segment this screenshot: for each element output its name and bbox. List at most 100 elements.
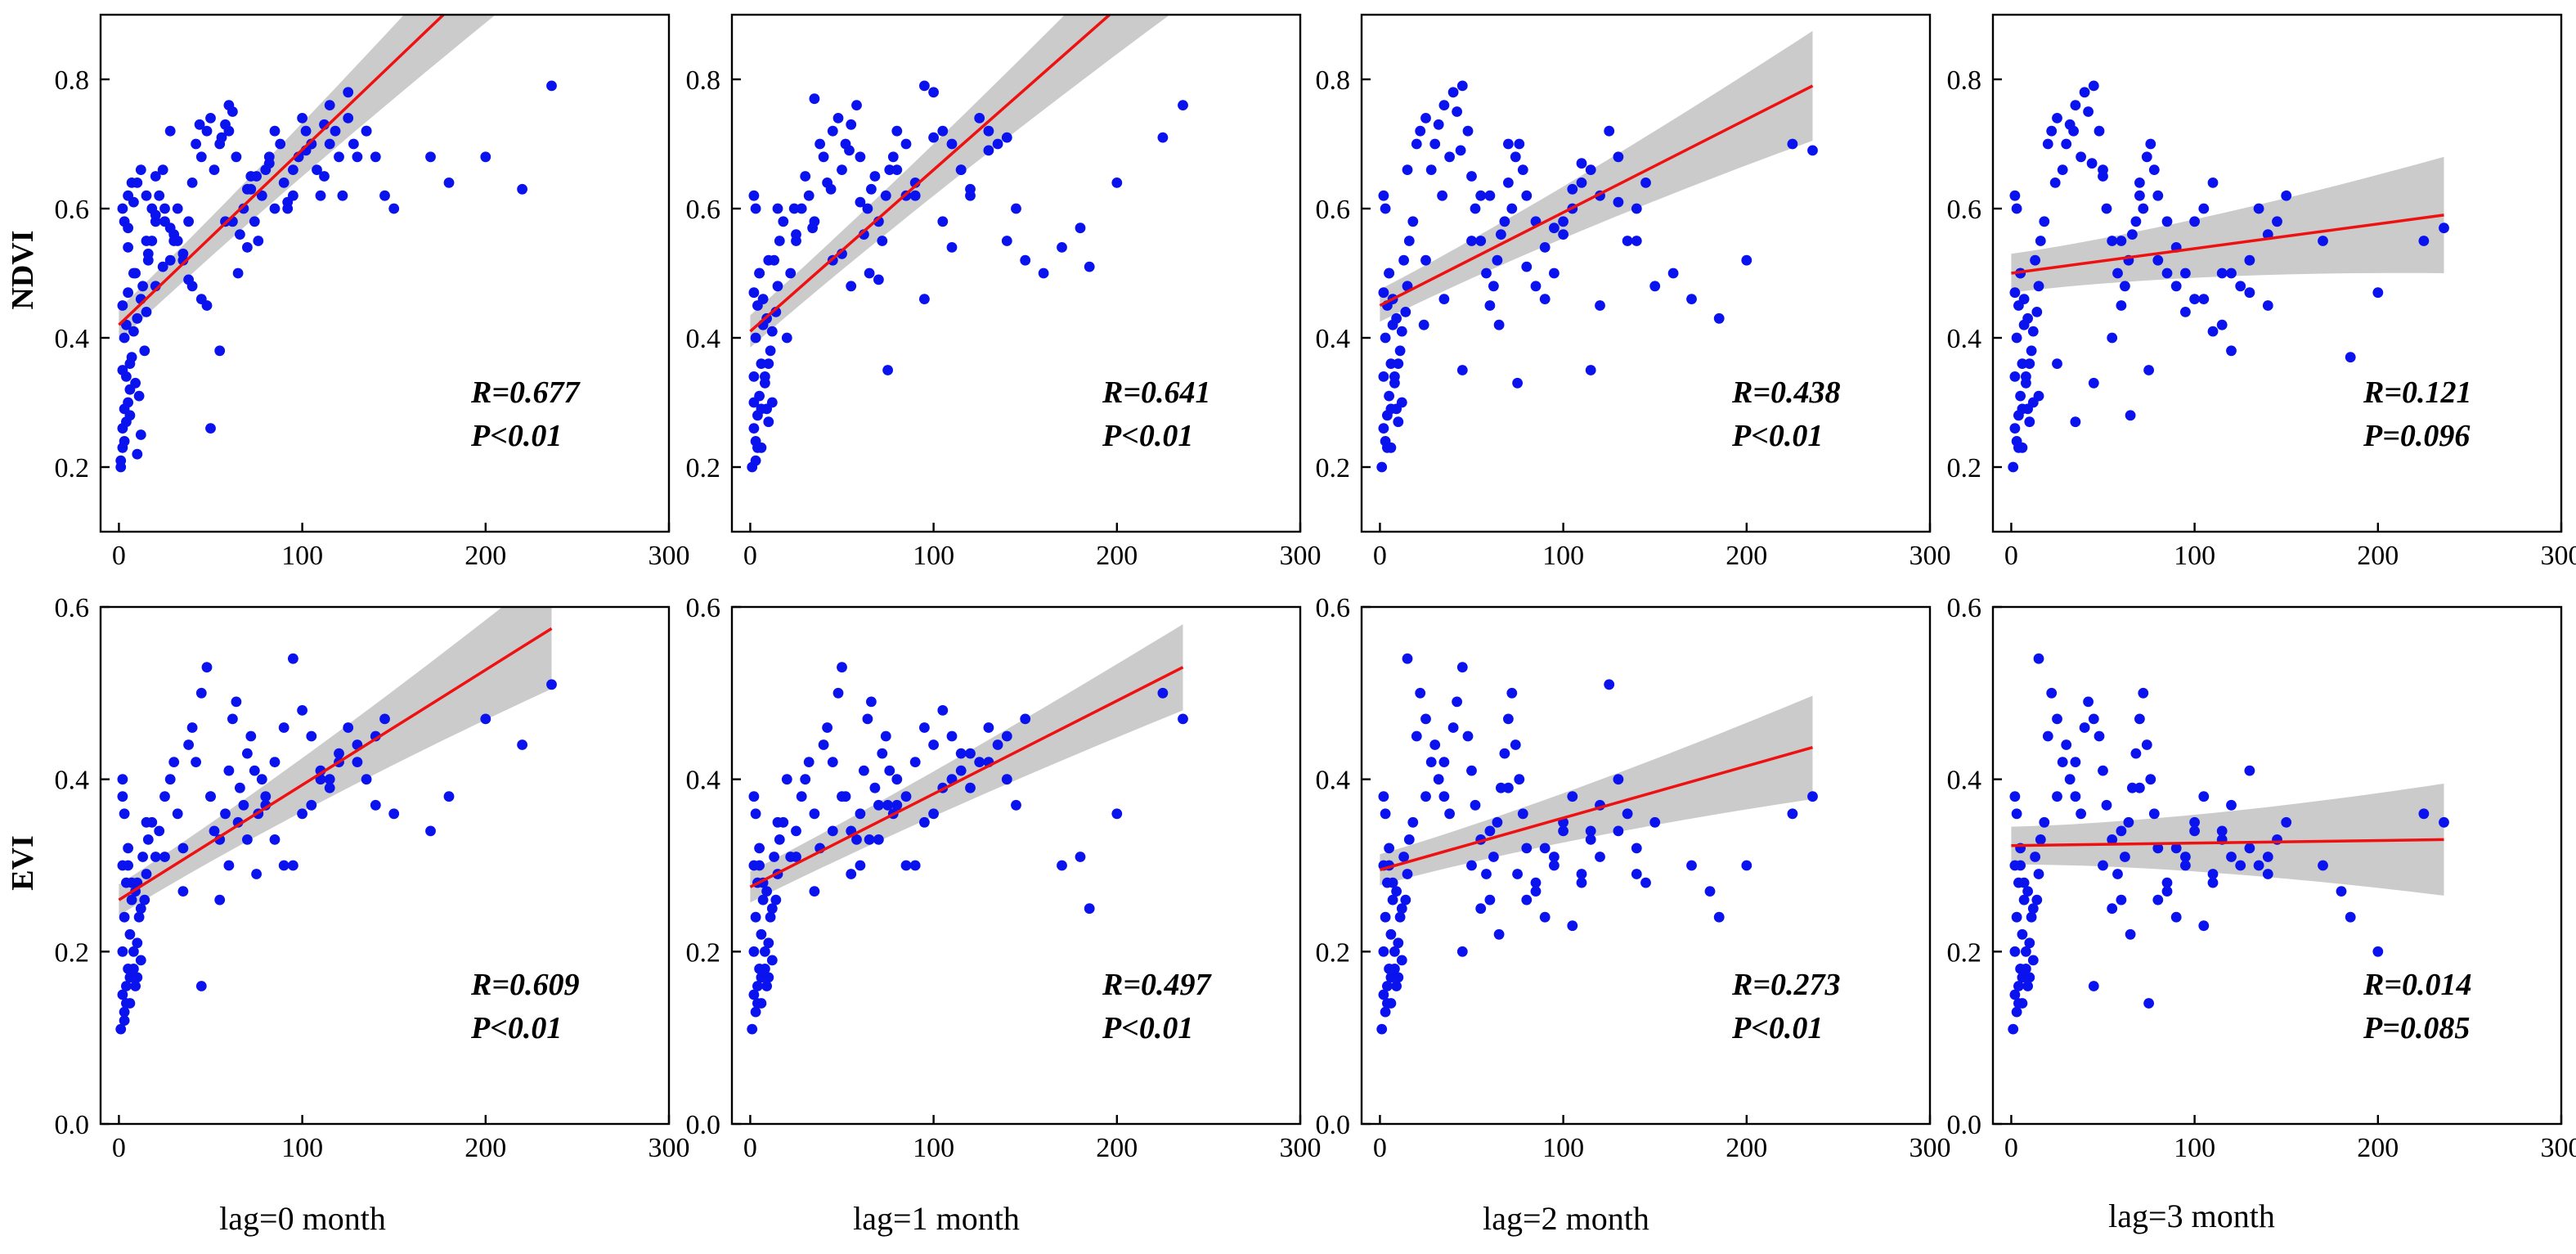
data-point bbox=[1389, 964, 1400, 974]
x-tick-label: 200 bbox=[1096, 541, 1138, 571]
y-tick-label: 0.2 bbox=[1316, 937, 1351, 968]
data-point bbox=[269, 834, 280, 845]
data-point bbox=[1111, 178, 1123, 188]
data-point bbox=[2116, 236, 2127, 246]
data-point bbox=[2207, 178, 2219, 188]
data-point bbox=[818, 739, 829, 750]
y-tick-label: 0.6 bbox=[1316, 195, 1351, 225]
data-point bbox=[1376, 1023, 1388, 1035]
data-point bbox=[2009, 946, 2021, 957]
data-point bbox=[1402, 164, 1413, 176]
data-point bbox=[1539, 294, 1551, 304]
data-point bbox=[1549, 860, 1560, 871]
data-point bbox=[1011, 799, 1021, 811]
data-point bbox=[2057, 757, 2068, 767]
data-point bbox=[765, 345, 776, 357]
data-point bbox=[1484, 300, 1496, 311]
data-point bbox=[1640, 877, 1651, 888]
data-point bbox=[2076, 808, 2087, 820]
data-point bbox=[130, 267, 141, 279]
data-point bbox=[2033, 653, 2044, 664]
data-point bbox=[2046, 687, 2058, 699]
data-point bbox=[183, 216, 195, 227]
data-point bbox=[2272, 216, 2282, 227]
data-point bbox=[2079, 87, 2090, 98]
data-point bbox=[517, 183, 527, 195]
data-point bbox=[756, 358, 767, 369]
data-point bbox=[135, 903, 146, 915]
data-point bbox=[1393, 972, 1404, 983]
data-point bbox=[1613, 774, 1624, 785]
data-point bbox=[937, 216, 949, 227]
data-point bbox=[880, 190, 891, 201]
data-point bbox=[123, 242, 134, 253]
data-point bbox=[1438, 100, 1450, 110]
data-point bbox=[319, 171, 330, 182]
regression-line bbox=[2011, 213, 2444, 275]
y-tick-label: 0.0 bbox=[55, 1110, 90, 1140]
panel-grid: 0 100 200 300 0.2 0.4 0.6 0.8 R=0.677 P<0.01 0 100 2… bbox=[55, 13, 2576, 1163]
data-point bbox=[132, 937, 143, 949]
x-tick-label: 300 bbox=[1280, 541, 1322, 571]
data-point bbox=[1157, 132, 1169, 143]
data-point bbox=[2116, 300, 2127, 311]
data-point bbox=[748, 791, 760, 802]
data-point bbox=[763, 358, 774, 369]
data-point bbox=[1713, 312, 1725, 324]
data-point bbox=[2170, 911, 2182, 923]
data-point bbox=[1558, 825, 1568, 837]
data-point bbox=[766, 955, 778, 966]
data-point bbox=[1704, 886, 1716, 897]
x-tick-label: 0 bbox=[112, 1133, 126, 1163]
data-point bbox=[1604, 679, 1615, 690]
data-point bbox=[1394, 345, 1406, 357]
data-point bbox=[288, 164, 298, 176]
data-point bbox=[748, 946, 760, 957]
data-point bbox=[2061, 138, 2072, 150]
data-point bbox=[2021, 946, 2031, 957]
data-point bbox=[1011, 203, 1021, 214]
data-point bbox=[2026, 345, 2037, 357]
data-point bbox=[124, 972, 136, 983]
data-point bbox=[1667, 267, 1679, 279]
data-point bbox=[1425, 757, 1437, 767]
data-point bbox=[2046, 125, 2058, 137]
data-point bbox=[2161, 877, 2173, 888]
data-point bbox=[256, 774, 267, 785]
data-point bbox=[2088, 713, 2099, 725]
data-point bbox=[2148, 808, 2160, 820]
data-point bbox=[955, 765, 967, 776]
data-point bbox=[2244, 254, 2255, 266]
data-point bbox=[807, 222, 818, 234]
data-point bbox=[1385, 358, 1397, 369]
data-point bbox=[774, 834, 785, 845]
correlation-r: R=0.014 bbox=[2363, 968, 2472, 1002]
data-point bbox=[172, 203, 183, 214]
panel-frame bbox=[99, 13, 671, 533]
x-tick-label: 0 bbox=[1373, 541, 1387, 571]
data-point bbox=[1484, 825, 1496, 837]
data-point bbox=[2198, 920, 2210, 932]
data-point bbox=[1437, 190, 1447, 201]
data-point bbox=[2216, 319, 2228, 330]
data-point bbox=[965, 183, 976, 195]
data-point bbox=[183, 739, 195, 750]
data-point bbox=[1466, 171, 1477, 182]
data-point bbox=[251, 171, 262, 182]
data-point bbox=[1631, 843, 1642, 854]
x-tick-label: 200 bbox=[464, 541, 506, 571]
panel-frame bbox=[1360, 605, 1932, 1126]
data-point bbox=[772, 281, 783, 292]
data-point bbox=[946, 138, 958, 150]
data-point bbox=[260, 791, 272, 802]
data-point bbox=[2112, 869, 2123, 879]
data-point bbox=[778, 216, 789, 227]
data-point bbox=[1378, 190, 1389, 201]
data-point bbox=[1438, 791, 1450, 802]
data-point bbox=[1111, 808, 1123, 820]
data-point bbox=[2024, 937, 2035, 949]
data-point bbox=[154, 825, 165, 837]
data-point bbox=[859, 765, 869, 776]
y-tick-label: 0.2 bbox=[1947, 453, 1982, 483]
data-point bbox=[1057, 242, 1067, 253]
